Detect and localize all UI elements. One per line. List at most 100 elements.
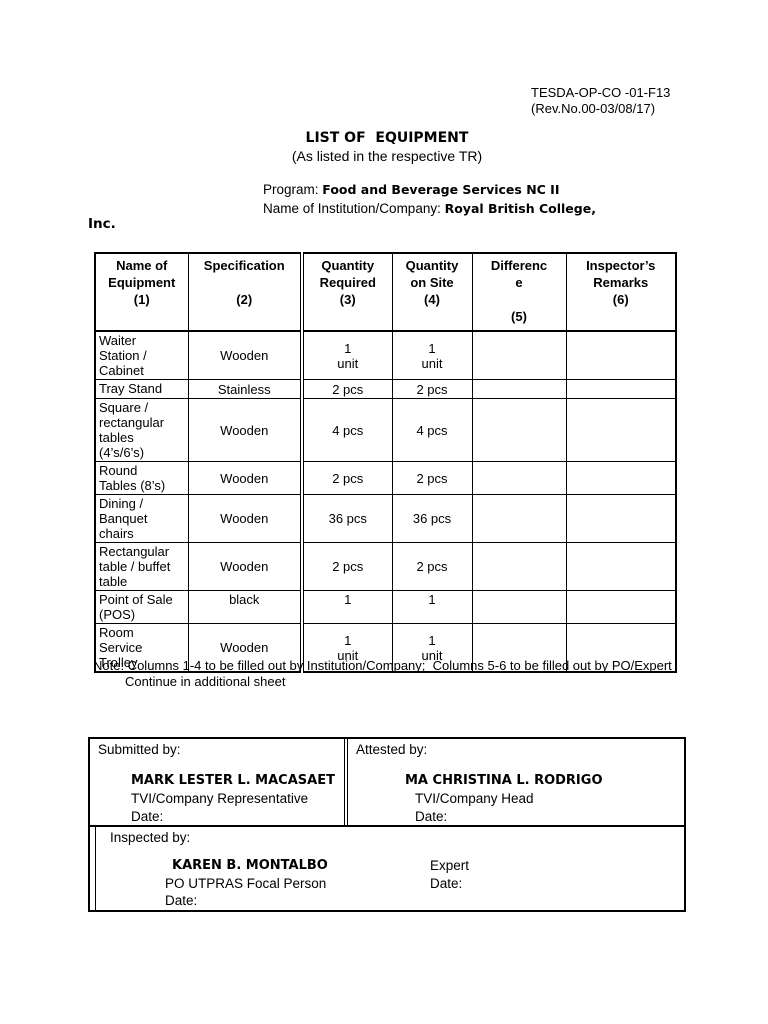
form-code-block: TESDA-OP-CO -01-F13 (Rev.No.00-03/08/17) bbox=[531, 85, 670, 117]
cell-qty-required: 1 unit bbox=[300, 330, 393, 380]
inspected-title: PO UTPRAS Focal Person bbox=[165, 875, 327, 891]
form-code: TESDA-OP-CO -01-F13 bbox=[531, 85, 671, 100]
cell-difference bbox=[471, 379, 567, 399]
cell-name: Square / rectangular tables (4’s/6’s) bbox=[94, 398, 189, 462]
expert-date-label: Date: bbox=[430, 875, 463, 891]
cell-name: Waiter Station / Cabinet bbox=[94, 330, 189, 380]
cell-qty-on-site: 1 unit bbox=[391, 623, 473, 673]
table-row: Room Service Trolley Wooden 1 unit 1 uni… bbox=[94, 623, 677, 673]
col-header-qty-on-site: Quantity on Site (4) bbox=[391, 252, 473, 332]
submitted-date-label: Date: bbox=[131, 809, 164, 824]
note-line-2: Continue in additional sheet bbox=[125, 673, 286, 689]
cell-difference bbox=[471, 494, 567, 543]
cell-spec: Wooden bbox=[187, 623, 303, 673]
cell-name: Tray Stand bbox=[94, 379, 189, 399]
cell-qty-on-site: 2 pcs bbox=[391, 542, 473, 591]
program-value: Food and Beverage Services NC II bbox=[322, 182, 560, 197]
institution-label: Name of Institution/Company: bbox=[263, 200, 445, 216]
cell-spec: Wooden bbox=[187, 494, 303, 543]
cell-qty-required: 1 bbox=[300, 590, 393, 624]
table-row: Round Tables (8’s) Wooden 2 pcs 2 pcs bbox=[94, 461, 677, 495]
program-block: Program: Food and Beverage Services NC I… bbox=[263, 181, 596, 218]
table-row: Waiter Station / Cabinet Wooden 1 unit 1… bbox=[94, 330, 677, 380]
attested-title: TVI/Company Head bbox=[415, 791, 534, 806]
cell-qty-required: 36 pcs bbox=[300, 494, 393, 543]
cell-qty-required: 2 pcs bbox=[300, 542, 393, 591]
cell-qty-on-site: 36 pcs bbox=[391, 494, 473, 543]
cell-name: Round Tables (8’s) bbox=[94, 461, 189, 495]
cell-qty-on-site: 4 pcs bbox=[391, 398, 473, 462]
cell-qty-on-site: 2 pcs bbox=[391, 379, 473, 399]
program-line: Program: Food and Beverage Services NC I… bbox=[263, 181, 596, 200]
inspected-left-block: KAREN B. MONTALBO PO UTPRAS Focal Person… bbox=[165, 857, 430, 910]
cell-remarks bbox=[565, 379, 677, 399]
cell-remarks bbox=[565, 398, 677, 462]
cell-spec: Wooden bbox=[187, 330, 303, 380]
attested-date-label: Date: bbox=[415, 809, 448, 824]
page-subtitle: (As listed in the respective TR) bbox=[291, 148, 483, 164]
inspected-by-cell: Inspected by: KAREN B. MONTALBO PO UTPRA… bbox=[90, 827, 684, 910]
expert-block: Expert Date: bbox=[430, 857, 469, 910]
equipment-table: Name of Equipment (1) Specification (2) … bbox=[94, 252, 677, 673]
institution-value-continued: Inc. bbox=[88, 216, 116, 232]
cell-qty-on-site: 1 unit bbox=[391, 330, 473, 380]
inspected-by-label: Inspected by: bbox=[110, 830, 191, 845]
cell-qty-on-site: 1 bbox=[391, 590, 473, 624]
cell-spec: black bbox=[187, 590, 303, 624]
signature-section: Submitted by: MARK LESTER L. MACASAET TV… bbox=[88, 737, 686, 912]
cell-difference bbox=[471, 398, 567, 462]
cell-name: Dining / Banquet chairs bbox=[94, 494, 189, 543]
col-header-qty-required: Quantity Required (3) bbox=[300, 252, 393, 332]
institution-line: Name of Institution/Company: Royal Briti… bbox=[263, 200, 596, 219]
cell-remarks bbox=[565, 330, 677, 380]
cell-qty-required: 2 pcs bbox=[300, 379, 393, 399]
cell-difference bbox=[471, 542, 567, 591]
col-header-inspector-remarks: Inspector’s Remarks (6) bbox=[565, 252, 677, 332]
cell-spec: Wooden bbox=[187, 461, 303, 495]
inspected-by-block: KAREN B. MONTALBO PO UTPRAS Focal Person… bbox=[90, 857, 684, 910]
title-block: LIST OF EQUIPMENT (As listed in the resp… bbox=[88, 130, 686, 164]
page-title: LIST OF EQUIPMENT bbox=[305, 130, 469, 146]
cell-spec: Wooden bbox=[187, 542, 303, 591]
cell-difference bbox=[471, 623, 567, 673]
col-header-specification: Specification (2) bbox=[187, 252, 303, 332]
submitted-by-cell: Submitted by: MARK LESTER L. MACASAET TV… bbox=[90, 739, 348, 825]
table-row: Point of Sale (POS) black 1 1 bbox=[94, 590, 677, 624]
table-row: Dining / Banquet chairs Wooden 36 pcs 36… bbox=[94, 494, 677, 543]
cell-difference bbox=[471, 590, 567, 624]
form-revision: (Rev.No.00-03/08/17) bbox=[531, 101, 656, 116]
cell-spec: Stainless bbox=[187, 379, 303, 399]
cell-remarks bbox=[565, 590, 677, 624]
note-line-1: Note: Columns 1-4 to be filled out by In… bbox=[93, 658, 672, 673]
cell-qty-on-site: 2 pcs bbox=[391, 461, 473, 495]
attested-by-block: MA CHRISTINA L. RODRIGO TVI/Company Head… bbox=[348, 772, 684, 826]
submitted-title: TVI/Company Representative bbox=[131, 791, 309, 806]
submitted-by-block: MARK LESTER L. MACASAET TVI/Company Repr… bbox=[90, 772, 344, 826]
cell-name: Room Service Trolley bbox=[94, 623, 189, 673]
cell-spec: Wooden bbox=[187, 398, 303, 462]
table-row: Rectangular table / buffet table Wooden … bbox=[94, 542, 677, 591]
table-header-row: Name of Equipment (1) Specification (2) … bbox=[94, 252, 677, 332]
note-block: Note: Columns 1-4 to be filled out by In… bbox=[93, 658, 672, 689]
cell-remarks bbox=[565, 494, 677, 543]
cell-difference bbox=[471, 461, 567, 495]
cell-qty-required: 2 pcs bbox=[300, 461, 393, 495]
cell-remarks bbox=[565, 542, 677, 591]
cell-remarks bbox=[565, 623, 677, 673]
col-header-difference: Differenc e (5) bbox=[471, 252, 567, 332]
col-header-name: Name of Equipment (1) bbox=[94, 252, 189, 332]
table-row: Tray Stand Stainless 2 pcs 2 pcs bbox=[94, 379, 677, 399]
signature-row-top: Submitted by: MARK LESTER L. MACASAET TV… bbox=[90, 739, 684, 827]
institution-value: Royal British College, bbox=[444, 200, 596, 216]
cell-difference bbox=[471, 330, 567, 380]
cell-name: Rectangular table / buffet table bbox=[94, 542, 189, 591]
inspected-name: KAREN B. MONTALBO bbox=[172, 858, 328, 873]
cell-name: Point of Sale (POS) bbox=[94, 590, 189, 624]
table-row: Square / rectangular tables (4’s/6’s) Wo… bbox=[94, 398, 677, 462]
submitted-name: MARK LESTER L. MACASAET bbox=[131, 773, 335, 788]
attested-name: MA CHRISTINA L. RODRIGO bbox=[405, 773, 603, 788]
cell-qty-required: 1 unit bbox=[300, 623, 393, 673]
cell-qty-required: 4 pcs bbox=[300, 398, 393, 462]
inspected-date-label: Date: bbox=[165, 893, 198, 908]
